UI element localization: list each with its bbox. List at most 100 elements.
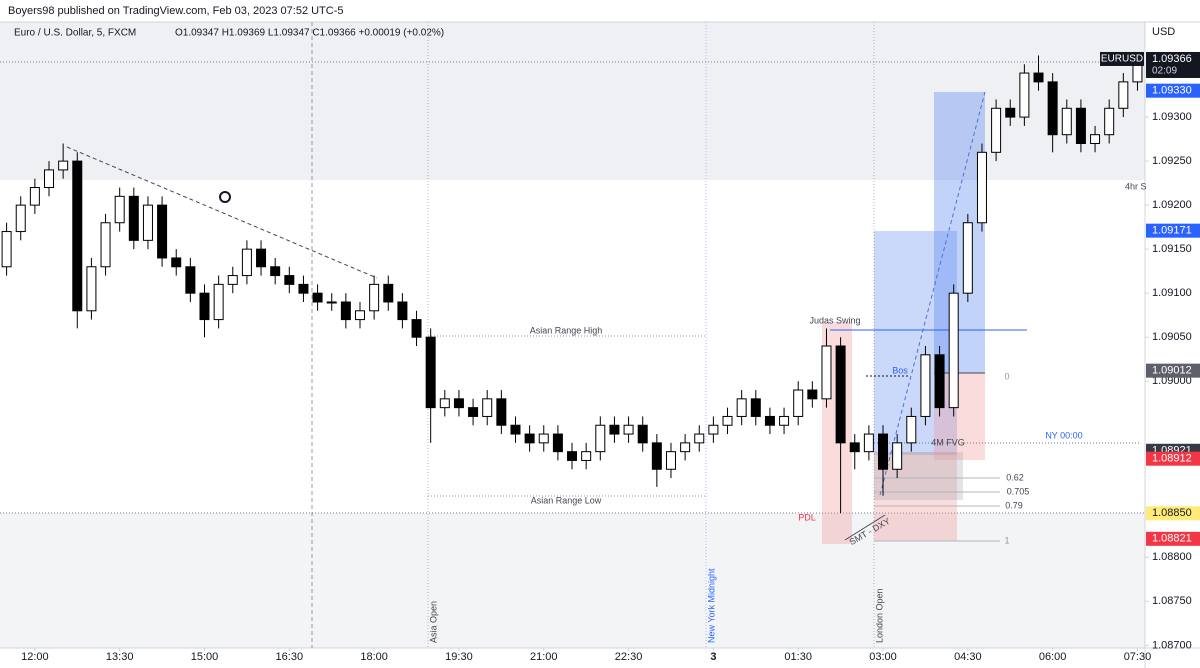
zone-top <box>0 22 1145 180</box>
x-tick-label: 07:30 <box>1124 651 1152 663</box>
candle-body <box>29 187 40 206</box>
symbol-info: Euro / U.S. Dollar, 5, FXCM <box>14 28 136 39</box>
price-label: 1.08821 <box>1152 533 1192 545</box>
candle-body <box>892 442 903 470</box>
annotation: 0.79 <box>1005 500 1023 510</box>
candle-body <box>1019 72 1030 118</box>
x-tick-label: 19:30 <box>445 651 473 663</box>
candle-body <box>835 345 846 444</box>
candle-body <box>284 275 295 285</box>
candle-body <box>779 415 790 426</box>
publisher: Boyers98 published on TradingView.com, F… <box>8 5 344 17</box>
candle-body <box>15 204 26 233</box>
candle-body <box>44 169 55 189</box>
candle-body <box>849 442 860 453</box>
x-tick-label: 13:30 <box>106 651 134 663</box>
y-tick-label: 1.09250 <box>1152 155 1192 167</box>
candle-body <box>256 248 267 268</box>
candle-body <box>128 195 139 241</box>
candle-body <box>665 451 676 470</box>
candle-body <box>1005 107 1016 118</box>
annotation: PDL <box>798 512 816 522</box>
candle-body <box>1033 72 1044 83</box>
candle-body <box>142 204 153 241</box>
candle-body <box>58 160 69 171</box>
candle-body <box>524 433 535 444</box>
annotation: New York Midnight <box>706 568 716 643</box>
candle-body <box>157 204 168 259</box>
x-tick-label: 3 <box>710 651 716 663</box>
candle-body <box>708 424 719 435</box>
candle-body <box>510 424 521 435</box>
annotation: Bos <box>892 365 908 375</box>
candle-body <box>934 354 945 409</box>
zone-box <box>934 92 985 373</box>
y-tick-label: 1.08700 <box>1152 639 1192 651</box>
annotation: Asia Open <box>428 601 438 643</box>
candle-body <box>581 451 592 461</box>
candle-body <box>397 301 408 321</box>
candle-body <box>595 424 606 453</box>
candle-body <box>567 451 578 461</box>
candle-body <box>736 398 747 417</box>
x-tick-label: 16:30 <box>276 651 304 663</box>
candle-body <box>86 266 97 312</box>
y-tick-label: 1.09150 <box>1152 243 1192 255</box>
annotation: 1 <box>1004 535 1009 545</box>
candle-body <box>722 415 733 426</box>
candle-body <box>1061 107 1072 136</box>
candle-body <box>241 248 252 277</box>
candle-body <box>637 424 648 444</box>
candle-body <box>538 433 549 444</box>
candle-body <box>439 398 450 409</box>
x-tick-label: 22:30 <box>615 651 643 663</box>
annotation: 4M FVG <box>931 437 965 447</box>
ohlc-info: O1.09347 H1.09369 L1.09347 C1.09366 +0.0… <box>175 28 444 39</box>
candle-body <box>764 415 775 426</box>
annotation: Asian Range Low <box>531 495 602 505</box>
price-label-box <box>1146 531 1200 546</box>
crosshair-icon <box>219 191 231 203</box>
price-label: 1.09171 <box>1152 225 1192 237</box>
candle-body <box>369 283 380 312</box>
candle-body <box>1090 134 1101 145</box>
candle-body <box>1 231 12 268</box>
price-label: 1.09330 <box>1152 85 1192 97</box>
candle-body <box>991 107 1002 153</box>
candle-body <box>680 442 691 453</box>
currency: USD <box>1152 26 1175 38</box>
candle-body <box>609 424 620 435</box>
price-label-box <box>1146 363 1200 378</box>
price-label-box <box>1146 506 1200 521</box>
candle-body <box>270 266 281 277</box>
annotation: 0.705 <box>1007 486 1030 496</box>
candle-body <box>1118 81 1129 109</box>
candle-body <box>1075 107 1086 145</box>
x-tick-label: 21:00 <box>530 651 558 663</box>
trend-line <box>66 146 378 279</box>
candle-body <box>552 433 563 453</box>
candle-body <box>171 257 182 268</box>
x-tick-label: 01:30 <box>784 651 812 663</box>
candle-body <box>199 292 210 321</box>
candle-body <box>185 266 196 294</box>
candle-body <box>878 433 889 470</box>
candle-body <box>976 151 987 224</box>
candle-body <box>114 195 125 224</box>
candle-body <box>411 319 422 338</box>
x-tick-label: 03:00 <box>869 651 897 663</box>
candle-body <box>482 398 493 417</box>
candle-body <box>312 292 323 303</box>
candle-body <box>948 292 959 409</box>
candle-body <box>326 301 337 304</box>
candle-body <box>821 345 832 400</box>
annotation: London Open <box>874 588 884 643</box>
x-tick-label: 18:00 <box>360 651 388 663</box>
candle-body <box>72 160 83 312</box>
x-tick-label: 06:00 <box>1039 651 1067 663</box>
annotation: 4hr S <box>1125 181 1147 191</box>
candle-body <box>694 433 705 444</box>
x-tick-label: 12:00 <box>21 651 49 663</box>
zone-bottom <box>0 513 1145 648</box>
